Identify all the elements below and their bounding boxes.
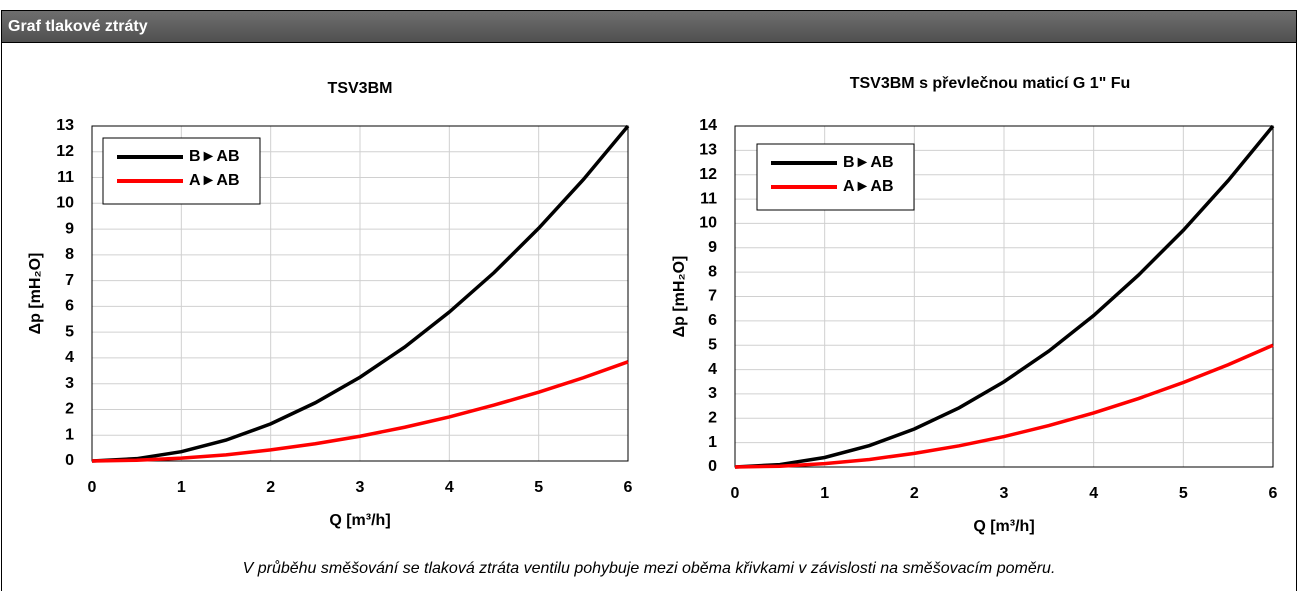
y-tick-label: 5 <box>65 323 74 340</box>
x-tick-label: 4 <box>445 479 454 496</box>
plot-frame <box>734 125 1274 468</box>
y-tick-label: 10 <box>56 195 74 212</box>
x-tick-label: 2 <box>266 479 275 496</box>
x-tick-label: 1 <box>820 485 829 502</box>
series-line <box>91 360 629 463</box>
x-axis-label: Q [m³/h] <box>329 512 390 529</box>
y-tick-label: 2 <box>65 401 74 418</box>
y-tick-label: 11 <box>57 169 74 186</box>
y-tick-label: 13 <box>56 117 74 134</box>
x-tick-label: 4 <box>1089 485 1098 502</box>
series-line <box>734 343 1274 469</box>
y-tick-label: 1 <box>708 434 717 451</box>
y-tick-label: 14 <box>699 117 717 134</box>
y-tick-label: 10 <box>699 215 717 232</box>
x-tick-label: 0 <box>88 479 97 496</box>
x-tick-label: 1 <box>177 479 186 496</box>
x-tick-label: 6 <box>1269 485 1278 502</box>
y-tick-label: 3 <box>708 385 717 402</box>
legend-label: A►AB <box>189 172 240 189</box>
y-tick-label: 13 <box>699 142 717 159</box>
legend-label: B►AB <box>843 154 894 171</box>
plot-frame <box>91 125 629 462</box>
series-line <box>91 124 630 463</box>
x-tick-label: 0 <box>731 485 740 502</box>
y-tick-label: 6 <box>65 298 74 315</box>
y-tick-label: 7 <box>708 288 717 305</box>
legend-label: A►AB <box>843 178 894 195</box>
y-tick-label: 9 <box>65 220 74 237</box>
y-tick-label: 4 <box>708 361 717 378</box>
legend-box <box>756 143 915 211</box>
x-tick-label: 3 <box>1000 485 1009 502</box>
x-tick-label: 5 <box>534 479 543 496</box>
y-tick-label: 4 <box>65 349 74 366</box>
y-tick-label: 11 <box>700 190 717 207</box>
y-tick-label: 2 <box>708 410 717 427</box>
legend-label: B►AB <box>189 148 240 165</box>
x-tick-label: 2 <box>910 485 919 502</box>
x-tick-label: 5 <box>1179 485 1188 502</box>
x-tick-label: 3 <box>356 479 365 496</box>
panel: Graf tlakové ztráty <box>1 10 1297 591</box>
caption: V průběhu směšování se tlaková ztráta ve… <box>242 560 1056 577</box>
chart-title: TSV3BM s převlečnou maticí G 1" Fu <box>850 75 1131 92</box>
y-axis-label: Δp [mH₂O] <box>27 253 44 335</box>
y-tick-label: 0 <box>65 452 74 469</box>
y-tick-label: 5 <box>708 336 717 353</box>
panel-header: Graf tlakové ztráty <box>2 11 1296 43</box>
y-tick-label: 12 <box>699 166 717 183</box>
y-tick-label: 12 <box>56 143 74 160</box>
y-tick-label: 8 <box>708 263 717 280</box>
y-tick-label: 6 <box>708 312 717 329</box>
y-tick-label: 7 <box>65 272 74 289</box>
x-tick-label: 6 <box>624 479 633 496</box>
series-line <box>734 124 1275 469</box>
y-tick-label: 8 <box>65 246 74 263</box>
legend-box <box>102 137 261 205</box>
y-tick-label: 1 <box>65 426 74 443</box>
y-axis-label: Δp [mH₂O] <box>671 256 688 338</box>
x-axis-label: Q [m³/h] <box>973 518 1034 535</box>
y-tick-label: 3 <box>65 375 74 392</box>
y-tick-label: 9 <box>708 239 717 256</box>
chart-title: TSV3BM <box>328 80 393 97</box>
y-tick-label: 0 <box>708 458 717 475</box>
